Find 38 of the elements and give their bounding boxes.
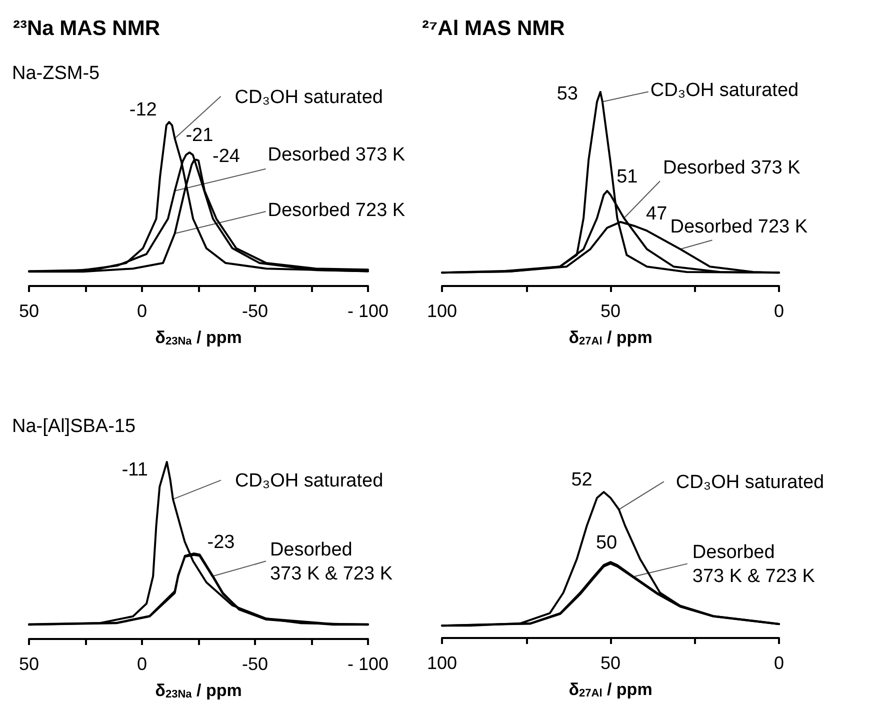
chart-subtitle: Na-ZSM-5	[12, 63, 100, 84]
chart-subtitle: Na-[Al]SBA-15	[12, 416, 136, 437]
annotation: 50	[596, 532, 618, 554]
annotation: -23	[207, 532, 235, 554]
x-tick-label: 0	[774, 301, 784, 321]
x-tick-label: 50	[18, 301, 40, 321]
annotation: CD₃OH saturated	[676, 472, 824, 494]
annotation: Desorbed 373 K	[662, 158, 801, 179]
annotation: -12	[129, 100, 157, 120]
annotation: -21	[186, 125, 214, 146]
annotation: -24	[212, 146, 240, 168]
x-tick-label: 50	[600, 653, 621, 673]
annotation: CD₃OH saturated	[650, 80, 799, 102]
annotation: CD₃OH saturated	[234, 86, 383, 108]
x-tick-label: -50	[242, 301, 268, 321]
annotation: Desorbed 723 K	[670, 216, 808, 238]
annotation: Desorbed 723 K	[268, 200, 406, 222]
x-tick-label: 50	[18, 654, 40, 674]
x-tick-label: 100	[426, 301, 458, 321]
annotation: 51	[616, 166, 638, 188]
annotation: 52	[571, 470, 592, 490]
annotation: -11	[122, 460, 148, 480]
annotation: CD₃OH saturated	[234, 470, 384, 492]
x-tick-label: 0	[136, 654, 148, 674]
annotation: 47	[646, 203, 668, 224]
annotation: Desorbed 373 K & 723 K	[692, 542, 816, 588]
chart-title: ²³Na MAS NMR	[13, 17, 160, 40]
x-tick-label: 100	[426, 653, 458, 673]
annotation: Desorbed 373 K	[268, 144, 406, 166]
x-tick-label: - 100	[347, 301, 389, 321]
x-tick-label: -50	[242, 654, 268, 674]
x-tick-label: 0	[774, 653, 784, 673]
x-tick-label: 50	[600, 301, 621, 321]
chart-title: ²⁷Al MAS NMR	[422, 17, 565, 40]
x-tick-label: 0	[136, 301, 148, 321]
annotation: 53	[556, 84, 578, 104]
annotation: Desorbed 373 K & 723 K	[270, 540, 393, 585]
x-tick-label: - 100	[347, 654, 389, 674]
